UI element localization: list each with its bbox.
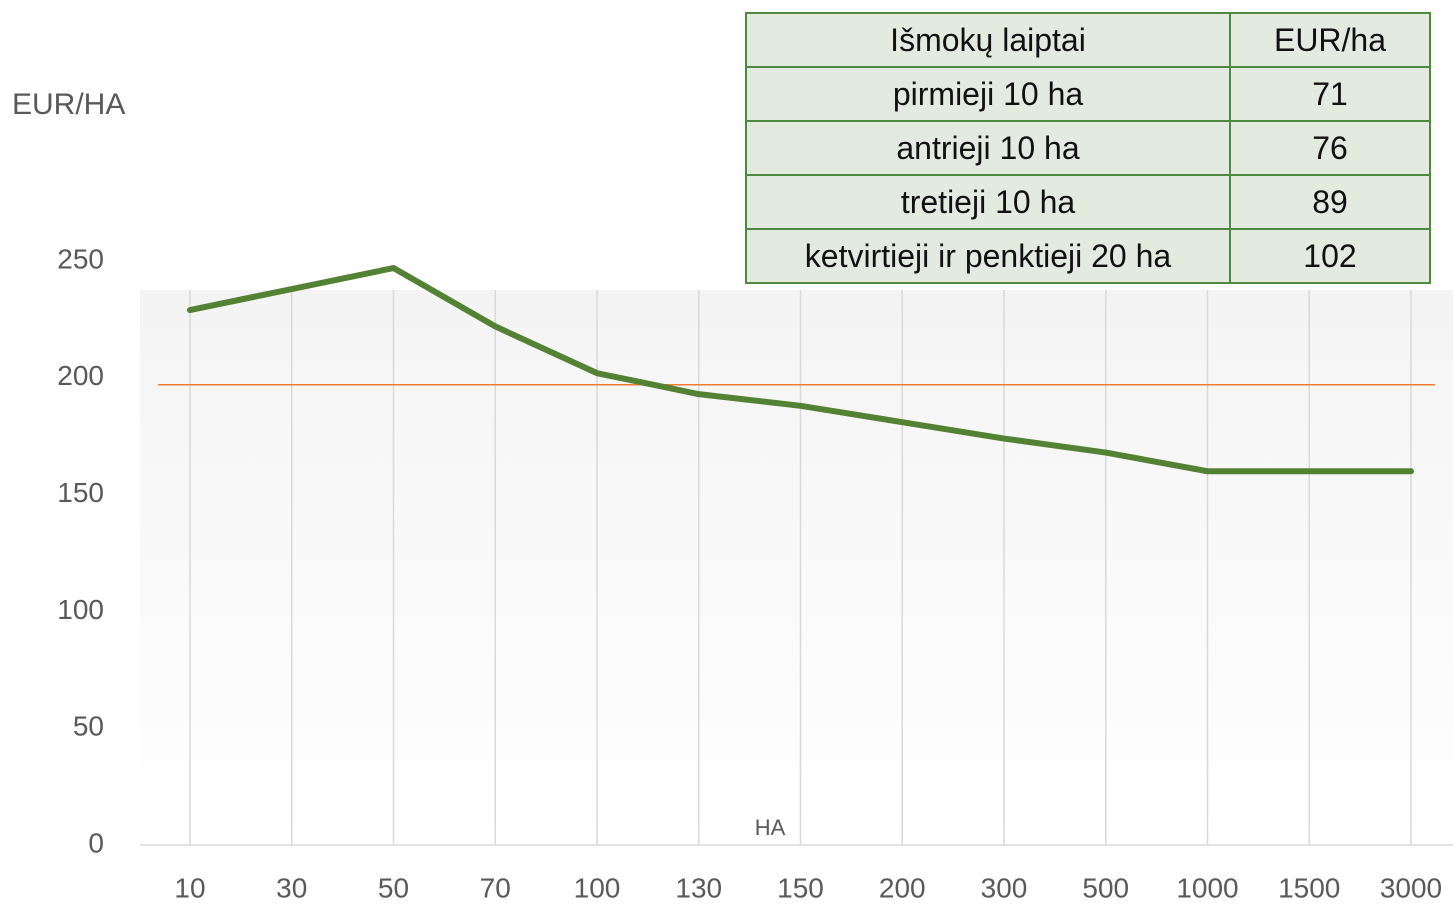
y-tick-label: 50: [73, 711, 104, 742]
table-cell: 71: [1229, 66, 1431, 122]
table-cell: 89: [1229, 174, 1431, 230]
y-tick-label: 200: [57, 360, 104, 391]
y-tick-label: 100: [57, 594, 104, 625]
table-cell: antrieji 10 ha: [745, 120, 1231, 176]
x-tick-label: 150: [777, 872, 824, 903]
table-row: tretieji 10 ha 89: [745, 174, 1431, 230]
table-cell: tretieji 10 ha: [745, 174, 1231, 230]
table-cell: pirmieji 10 ha: [745, 66, 1231, 122]
y-tick-label: 0: [88, 827, 104, 858]
table-cell: EUR/ha: [1229, 12, 1431, 68]
x-tick-label: 1000: [1176, 872, 1238, 903]
table-cell: 102: [1229, 228, 1431, 284]
table-row: pirmieji 10 ha 71: [745, 66, 1431, 122]
x-tick-label: 500: [1082, 872, 1129, 903]
x-tick-label: 300: [981, 872, 1028, 903]
y-tick-label: 250: [57, 243, 104, 274]
x-tick-label: 10: [174, 872, 205, 903]
y-tick-label: 150: [57, 477, 104, 508]
x-tick-label: 70: [480, 872, 511, 903]
x-tick-label: 30: [276, 872, 307, 903]
x-tick-label: 50: [378, 872, 409, 903]
table-row: antrieji 10 ha 76: [745, 120, 1431, 176]
table-cell: Išmokų laiptai: [745, 12, 1231, 68]
x-tick-label: 3000: [1380, 872, 1442, 903]
table-cell: 76: [1229, 120, 1431, 176]
table-row: Išmokų laiptai EUR/ha: [745, 12, 1431, 68]
x-tick-label: 1500: [1278, 872, 1340, 903]
x-tick-label: 130: [675, 872, 722, 903]
x-axis-label: HA: [755, 815, 786, 840]
y-axis-label: EUR/HA: [12, 88, 125, 121]
table-row: ketvirtieji ir penktieji 20 ha 102: [745, 228, 1431, 284]
x-tick-label: 100: [574, 872, 621, 903]
plot-background: [140, 290, 1453, 845]
data-line: [187, 265, 1414, 475]
x-tick-label: 200: [879, 872, 926, 903]
tier-table: Išmokų laiptai EUR/ha pirmieji 10 ha 71 antr…: [745, 12, 1431, 284]
table-cell: ketvirtieji ir penktieji 20 ha: [745, 228, 1231, 284]
